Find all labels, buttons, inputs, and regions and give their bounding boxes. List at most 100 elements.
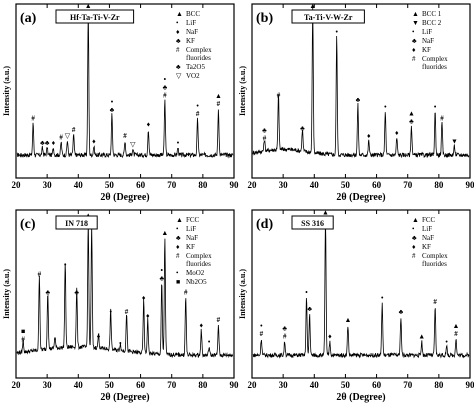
legend-symbol: ♣ (412, 234, 417, 242)
x-tick-label: 60 (372, 380, 382, 390)
legend-label: BCC (186, 10, 200, 18)
x-tick-label: 30 (43, 380, 53, 390)
peak-marker: • (335, 28, 338, 36)
legend-entry: • LiF (176, 19, 196, 27)
legend-label: fluorides (186, 54, 211, 62)
peak-marker: # (125, 308, 129, 316)
peak-marker: # (263, 135, 267, 143)
peak-marker: ▲ (161, 229, 168, 237)
peak-marker: # (184, 289, 188, 297)
legend-entry: ▲ BCC 1 (412, 10, 442, 18)
peak-marker: # (21, 335, 25, 343)
legend-symbol: # (412, 252, 416, 260)
x-tick-label: 70 (403, 380, 413, 390)
peak-marker: ♣ (163, 84, 168, 92)
peak-marker: # (123, 132, 127, 140)
x-tick-label: 60 (136, 180, 146, 190)
x-tick-label: 40 (310, 380, 320, 390)
sample-title: SS 316 (301, 219, 324, 228)
legend-entry: • MoO2 (176, 269, 205, 277)
peak-marker: ♣ (110, 106, 115, 114)
legend-symbol: • (412, 225, 415, 233)
panel-label: (a) (20, 11, 37, 26)
x-tick-label: 30 (279, 180, 289, 190)
peak-marker: • (109, 308, 112, 316)
legend-symbol: ■ (176, 278, 180, 286)
legend-symbol: # (176, 252, 180, 260)
peak-marker: ▲ (322, 208, 329, 216)
peak-marker: ♣ (307, 305, 312, 313)
panel-label: (b) (256, 11, 273, 26)
legend-symbol: ♣ (176, 234, 181, 242)
peak-marker: ♦ (142, 294, 146, 302)
legend-entry: ▲ FCC (412, 216, 436, 224)
peak-marker: ♦ (395, 129, 399, 137)
peak-marker: ▽ (65, 132, 71, 140)
legend-label: KF (422, 46, 431, 54)
peak-marker: # (433, 298, 437, 306)
sample-title-box (55, 215, 98, 230)
legend-entry: ♦ KF (176, 243, 195, 251)
x-tick-label: 20 (248, 380, 258, 390)
legend-label: FCC (186, 216, 200, 224)
legend-entry: • LiF (412, 225, 432, 233)
y-axis-label: Intensity (a.u.) (2, 269, 11, 319)
legend-label: BCC 2 (422, 19, 442, 27)
y-axis-label: Intensity (a.u.) (238, 66, 247, 116)
x-tick-label: 40 (310, 180, 320, 190)
peak-marker: ▼ (451, 138, 458, 146)
x-tick-label: 20 (12, 380, 22, 390)
x-axis-label: 2θ (Degree) (336, 192, 385, 203)
legend-symbol: ♣ (412, 37, 417, 45)
peak-marker: ♦ (97, 333, 101, 341)
y-axis-label: Intensity (a.u.) (2, 66, 11, 116)
peak-marker: • (196, 102, 199, 110)
legend-symbol: ♣ (176, 63, 181, 71)
peak-marker: # (163, 92, 167, 100)
plot-frame (15, 3, 235, 179)
legend-label: fluorides (422, 260, 447, 268)
x-tick-label: 70 (167, 180, 177, 190)
legend-label: KF (422, 243, 431, 251)
sample-title: Ta-Ti-V-W-Zr (304, 13, 353, 22)
x-tick-label: 80 (434, 380, 444, 390)
peak-marker: ▲ (453, 322, 460, 330)
plot-frame (251, 209, 471, 379)
legend-entry: ♦ NaF (176, 28, 198, 36)
legend-entry: ♣ NaF (412, 234, 434, 242)
x-tick-label: 60 (372, 180, 382, 190)
peak-marker: • (111, 98, 114, 106)
peak-marker: • (381, 294, 384, 302)
peak-marker: • (177, 139, 180, 147)
peak-marker: ♦ (52, 139, 56, 147)
x-tick-label: 20 (12, 180, 22, 190)
legend-label: fluorides (422, 63, 447, 71)
legend-label: Complex (186, 252, 212, 260)
y-axis-label: Intensity (a.u.) (238, 269, 247, 319)
legend-symbol: ♣ (176, 37, 181, 45)
legend-entry: ■ Nb2O5 (176, 278, 207, 286)
peak-marker: # (454, 330, 458, 338)
legend-label: NaF (422, 37, 434, 45)
legend-label: Complex (186, 46, 212, 54)
x-tick-label: 70 (403, 180, 413, 190)
plot-frame (251, 3, 471, 179)
x-axis-label: 2θ (Degree) (100, 192, 149, 203)
x-tick-label: 80 (198, 180, 208, 190)
peak-marker: ■ (21, 327, 25, 335)
peak-marker: • (384, 103, 387, 111)
peak-marker: # (72, 126, 76, 134)
legend-entry: ▲ BCC (176, 10, 200, 18)
peak-marker: ♣ (74, 289, 79, 297)
legend-label: fluorides (186, 260, 211, 268)
legend-label: NaF (186, 28, 198, 36)
panel-a: #♣ ♣ ♦# ▽#▲♦•♣#▽♦•♣#••#▲#20 30 40 50 60 70 80 902θ… (2, 2, 239, 203)
panel-label: (c) (20, 217, 36, 232)
legend-entry: • LiF (176, 225, 196, 233)
x-axis-label: 2θ (Degree) (100, 392, 149, 403)
peak-marker: ♦ (367, 132, 371, 140)
sample-title: IN 718 (65, 219, 88, 228)
